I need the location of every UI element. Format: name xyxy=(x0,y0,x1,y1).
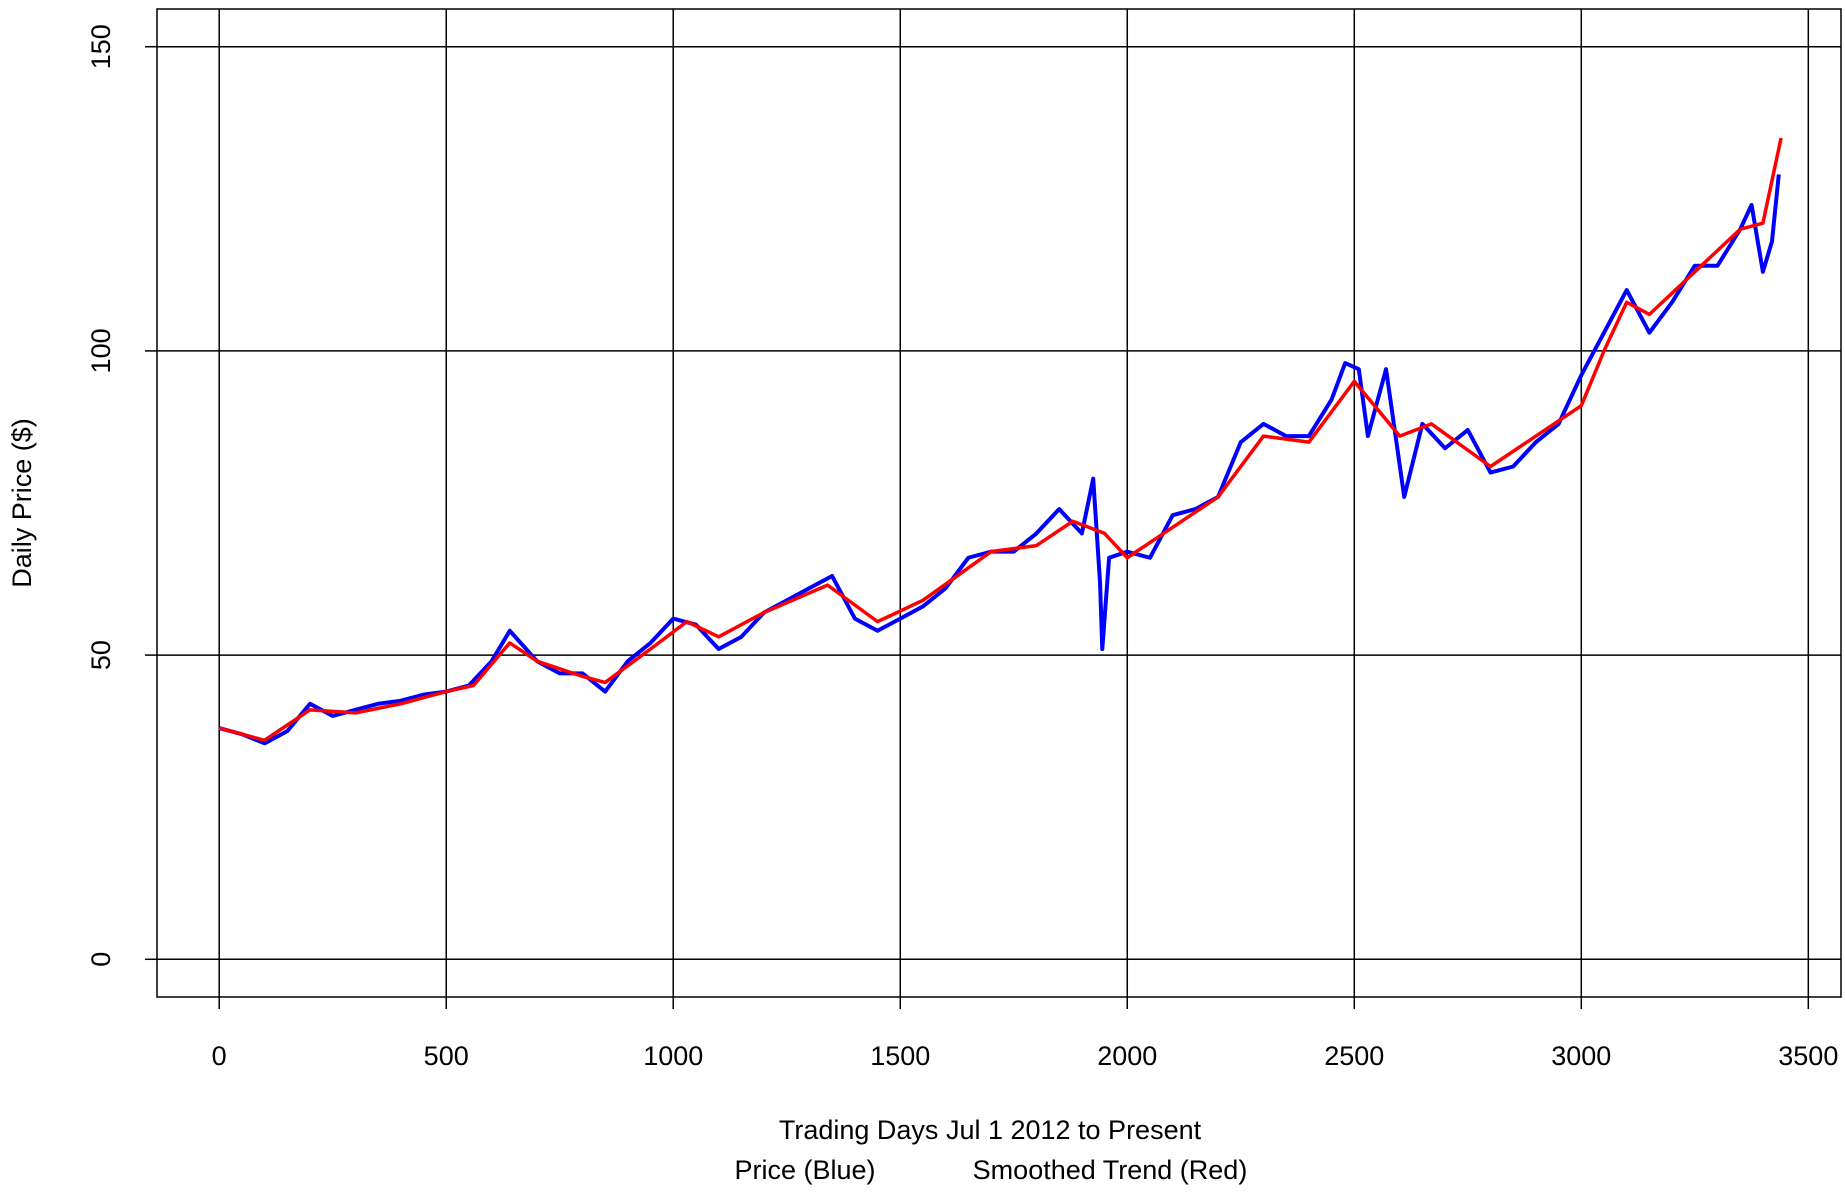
series-line xyxy=(218,137,1783,743)
plot-frame xyxy=(156,8,1842,998)
x-tick-label: 2000 xyxy=(1097,1041,1157,1071)
x-tick-label: 1500 xyxy=(870,1041,930,1071)
x-tick-label: 3000 xyxy=(1551,1041,1611,1071)
y-tick-label: 150 xyxy=(86,24,116,69)
y-tick-label: 0 xyxy=(86,952,116,967)
y-axis-label: Daily Price ($) xyxy=(7,418,37,588)
x-tick-label: 2500 xyxy=(1324,1041,1384,1071)
legend-entry: Price (Blue) xyxy=(734,1155,875,1185)
x-tick-label: 0 xyxy=(212,1041,227,1071)
y-tick-label: 100 xyxy=(86,328,116,373)
legend-entry: Smoothed Trend (Red) xyxy=(973,1155,1248,1185)
x-axis-label: Trading Days Jul 1 2012 to Present xyxy=(779,1115,1202,1145)
x-tick-label: 500 xyxy=(424,1041,469,1071)
x-tick-label: 3500 xyxy=(1778,1041,1838,1071)
y-tick-label: 50 xyxy=(86,640,116,670)
series-line xyxy=(218,174,1781,746)
x-tick-label: 1000 xyxy=(643,1041,703,1071)
